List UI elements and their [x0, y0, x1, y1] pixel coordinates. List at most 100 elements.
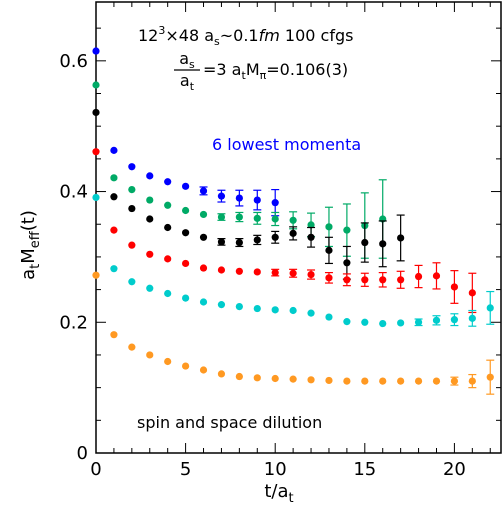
data-point: [128, 241, 136, 249]
data-point: [199, 264, 208, 272]
data-point: [468, 314, 476, 322]
data-point: [128, 343, 136, 351]
data-point: [343, 318, 351, 326]
data-point: [361, 238, 369, 247]
data-point: [146, 215, 154, 223]
data-point: [432, 316, 441, 324]
data-point: [92, 47, 100, 55]
x-axis-label-sub: t: [289, 491, 294, 506]
data-point: [325, 376, 333, 385]
data-point: [343, 259, 351, 267]
series-5: [92, 193, 495, 328]
data-point: [289, 269, 297, 277]
data-point: [146, 351, 154, 359]
data-point: [289, 375, 297, 383]
data-point: [110, 265, 118, 273]
data-point: [128, 278, 136, 286]
data-point: [271, 374, 279, 383]
y-tick-label: 0.6: [59, 51, 88, 72]
data-point: [217, 192, 226, 200]
data-point: [414, 377, 423, 385]
pion-mass-m: M: [246, 60, 260, 79]
data-point: [92, 193, 100, 202]
y-tick-label: 0.2: [59, 312, 88, 333]
data-point: [164, 289, 172, 298]
data-point: [92, 108, 100, 117]
data-point: [271, 233, 279, 241]
momenta-label: 6 lowest momenta: [212, 135, 361, 154]
data-point: [361, 318, 369, 326]
anisotropy-denominator-a: a: [180, 71, 190, 90]
data-point: [271, 306, 279, 314]
data-point: [450, 283, 459, 291]
data-point: [217, 238, 226, 246]
data-point: [253, 304, 261, 313]
x-tick-label: 0: [90, 459, 101, 480]
y-axis-label-a: a: [18, 269, 39, 280]
data-point: [397, 319, 405, 327]
data-point: [235, 213, 243, 221]
data-point: [110, 331, 118, 339]
pion-mass-t-sub: t: [241, 69, 246, 82]
data-point: [235, 238, 243, 247]
data-point: [164, 255, 172, 263]
data-point: [199, 366, 208, 374]
data-point: [92, 81, 100, 89]
pion-mass-pi-sub: π: [260, 69, 267, 82]
lattice-size-exponent: 3: [158, 24, 165, 37]
series-3: [92, 108, 405, 280]
data-point: [343, 377, 351, 385]
data-point: [199, 187, 208, 195]
data-point: [253, 374, 261, 382]
data-point: [92, 271, 100, 279]
data-point: [235, 302, 243, 311]
data-point: [110, 193, 118, 201]
anisotropy-denominator: at: [180, 71, 195, 93]
series-6: [92, 271, 495, 395]
data-point: [325, 246, 333, 254]
anisotropy-denominator-sub: t: [190, 80, 195, 93]
data-point: [432, 377, 441, 385]
data-point: [414, 272, 423, 281]
lattice-time-extent: ×48 a: [165, 26, 214, 45]
data-point: [379, 240, 387, 248]
plot-frame: [95, 1, 502, 454]
data-point: [397, 234, 405, 242]
data-point: [199, 233, 208, 241]
config-count: 100 cfgs: [280, 26, 354, 45]
data-point: [379, 377, 387, 385]
y-axis-label-m: M: [18, 248, 39, 264]
data-point: [217, 213, 226, 221]
anisotropy-numerator: as: [179, 49, 195, 71]
data-point: [343, 276, 351, 284]
data-point: [450, 316, 459, 324]
lattice-spacing-sub: s: [214, 35, 220, 48]
data-point: [146, 250, 154, 258]
data-point: [182, 294, 190, 302]
lattice-size: 12: [138, 26, 158, 45]
data-point: [307, 376, 315, 384]
data-point: [361, 377, 369, 385]
data-point: [164, 178, 172, 186]
data-point: [397, 377, 405, 385]
data-point: [235, 194, 243, 202]
lattice-spacing-unit: fm: [259, 26, 280, 45]
data-point: [379, 276, 387, 284]
data-point: [271, 199, 279, 207]
lattice-annotation: 123×48 as~0.1fm 100 cfgs: [138, 24, 353, 48]
anisotropy-numerator-sub: s: [189, 58, 195, 71]
series-4: [92, 148, 477, 314]
data-point: [182, 206, 190, 215]
pion-mass-value: =0.106(3): [266, 60, 348, 79]
data-point: [361, 276, 369, 284]
data-marks: [92, 47, 495, 395]
y-axis-label-eff-sub: eff: [28, 230, 43, 248]
data-point: [128, 163, 136, 171]
data-point: [325, 274, 333, 282]
lattice-spacing-value: ~0.1: [220, 26, 259, 45]
data-point: [325, 223, 333, 231]
data-point: [199, 210, 208, 219]
data-point: [343, 226, 351, 234]
data-point: [307, 233, 315, 241]
